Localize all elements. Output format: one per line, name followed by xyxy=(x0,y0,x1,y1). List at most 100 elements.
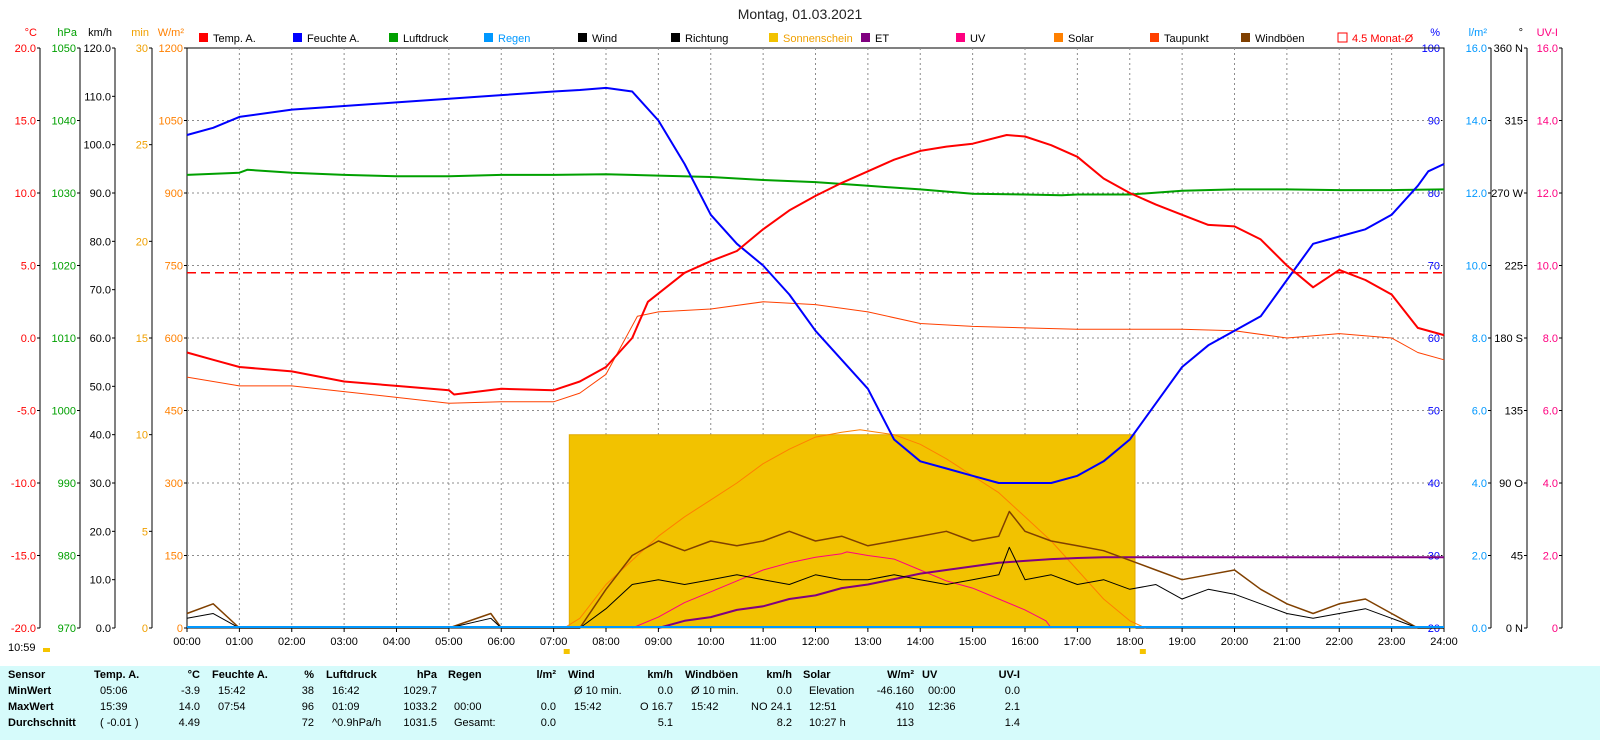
stats-cell: UV-I xyxy=(998,669,1020,681)
axis-tick-label: 1010 xyxy=(52,333,76,345)
axis-tick-label: 8.0 xyxy=(1472,333,1487,345)
axis-tick-label: 600 xyxy=(165,333,183,345)
stats-cell: 05:06 xyxy=(100,685,128,697)
stats-cell: 00:00 xyxy=(454,701,482,713)
axis-tick-label: 60.0 xyxy=(90,333,111,345)
stats-cell: O 16.7 xyxy=(639,701,673,713)
axis-tick-label: 1050 xyxy=(52,43,76,55)
x-tick-label: 09:00 xyxy=(645,636,673,648)
axis-tick-label: 135 xyxy=(1505,406,1523,418)
stats-cell: km/h xyxy=(647,669,673,681)
stats-cell: NO 24.1 xyxy=(751,701,792,713)
axis-tick-label: 100.0 xyxy=(83,140,111,152)
axis-tick-label: 1020 xyxy=(52,261,76,273)
stats-cell: 01:09 xyxy=(332,701,360,713)
stats-cell: 15:42 xyxy=(574,701,602,713)
axis-tick-label: 270 W xyxy=(1491,188,1523,200)
series-luftdruck xyxy=(186,168,1445,197)
axis-tick-label: 25 xyxy=(136,140,148,152)
legend-label: UV xyxy=(970,33,986,45)
x-tick-label: 08:00 xyxy=(592,636,620,648)
stats-cell: Ø 10 min. xyxy=(574,685,622,697)
stats-cell: 15:42 xyxy=(218,685,246,697)
legend-swatch xyxy=(578,33,587,42)
series-sonnenschein xyxy=(568,434,1136,629)
x-tick-label: 14:00 xyxy=(906,636,934,648)
legend-label: 4.5 Monat-Ø xyxy=(1352,33,1414,45)
clock-label: 10:59 xyxy=(8,642,36,654)
axis-tick-label: 315 xyxy=(1505,116,1523,128)
stats-cell: 0.0 xyxy=(657,685,673,697)
axis-tick-label: 120.0 xyxy=(83,43,111,55)
axis-tick-label: 5 xyxy=(142,526,148,538)
stats-cell: Luftdruck xyxy=(326,669,377,681)
series-feuchte-a- xyxy=(186,86,1445,484)
axis-unit: km/h xyxy=(88,27,112,39)
axis-tick-label: 110.0 xyxy=(84,91,111,103)
axis-tick-label: 0 xyxy=(1552,623,1558,635)
axis-tick-label: 50 xyxy=(1428,406,1440,418)
legend-swatch xyxy=(1241,33,1250,42)
axis-tick-label: 20 xyxy=(136,236,148,248)
series-taupunkt xyxy=(186,301,1445,404)
stats-cell: 12:36 xyxy=(928,701,956,713)
axis-tick-label: 0 xyxy=(142,623,148,635)
x-tick-label: 15:00 xyxy=(959,636,987,648)
clock-marker xyxy=(43,648,50,652)
stats-cell: 2.1 xyxy=(1004,701,1020,713)
legend-label: Luftdruck xyxy=(403,33,449,45)
stats-cell: Wind xyxy=(568,669,595,681)
axis-tick-label: 150 xyxy=(165,551,183,563)
axis-tick-label: 100 xyxy=(1422,43,1440,55)
series-temp-a- xyxy=(186,134,1445,396)
stats-cell: -3.9 xyxy=(181,685,200,697)
stats-cell: Durchschnitt xyxy=(8,717,76,729)
legend-swatch xyxy=(199,33,208,42)
x-tick-label: 24:00 xyxy=(1430,636,1458,648)
x-tick-label: 00:00 xyxy=(173,636,201,648)
right-axes: %1009080706050403020l/m²16.014.012.010.0… xyxy=(1422,27,1563,635)
axis-tick-label: 360 N xyxy=(1494,43,1523,55)
legend-swatch xyxy=(1337,32,1348,43)
legend-label: Temp. A. xyxy=(213,33,256,45)
stats-cell: 15:39 xyxy=(100,701,128,713)
axis-unit: ° xyxy=(1519,27,1523,39)
stats-cell: Regen xyxy=(448,669,482,681)
legend-label: ET xyxy=(875,33,889,45)
legend-swatch xyxy=(769,33,778,42)
axis-tick-label: 300 xyxy=(165,478,183,490)
axis-tick-label: 90 O xyxy=(1499,478,1523,490)
axis-tick-label: 16.0 xyxy=(1537,43,1558,55)
stats-cell: 15:42 xyxy=(691,701,719,713)
axis-tick-label: 40.0 xyxy=(90,430,111,442)
stats-cell: 12:51 xyxy=(809,701,837,713)
axis-tick-label: 4.0 xyxy=(1543,478,1558,490)
axis-unit: l/m² xyxy=(1469,27,1488,39)
axis-tick-label: 1000 xyxy=(52,406,76,418)
axis-tick-label: 14.0 xyxy=(1466,116,1487,128)
axis-tick-label: 750 xyxy=(165,261,183,273)
x-tick-label: 18:00 xyxy=(1116,636,1144,648)
x-tick-label: 20:00 xyxy=(1221,636,1249,648)
stats-cell: 72 xyxy=(301,717,314,729)
stats-cell: 4.49 xyxy=(178,717,200,729)
chart-title: Montag, 01.03.2021 xyxy=(737,6,863,22)
axis-tick-label: 50.0 xyxy=(90,381,111,393)
legend-swatch xyxy=(293,33,302,42)
stats-cell: 38 xyxy=(301,685,314,697)
stats-cell: Sensor xyxy=(8,669,46,681)
axis-tick-label: 6.0 xyxy=(1543,406,1558,418)
axis-unit: UV-I xyxy=(1537,27,1558,39)
stats-cell: Ø 10 min. xyxy=(691,685,739,697)
series-et xyxy=(658,556,1444,629)
stats-cell: 1031.5 xyxy=(403,717,437,729)
x-tick-label: 17:00 xyxy=(1064,636,1092,648)
axis-tick-label: 6.0 xyxy=(1472,406,1487,418)
stats-cell: Windböen xyxy=(685,669,739,681)
axis-unit: °C xyxy=(25,27,37,39)
axis-tick-label: -10.0 xyxy=(11,478,36,490)
legend-swatch xyxy=(389,33,398,42)
axis-tick-label: 16.0 xyxy=(1466,43,1487,55)
axis-tick-label: 4.0 xyxy=(1472,478,1487,490)
series-wind xyxy=(186,546,1444,629)
